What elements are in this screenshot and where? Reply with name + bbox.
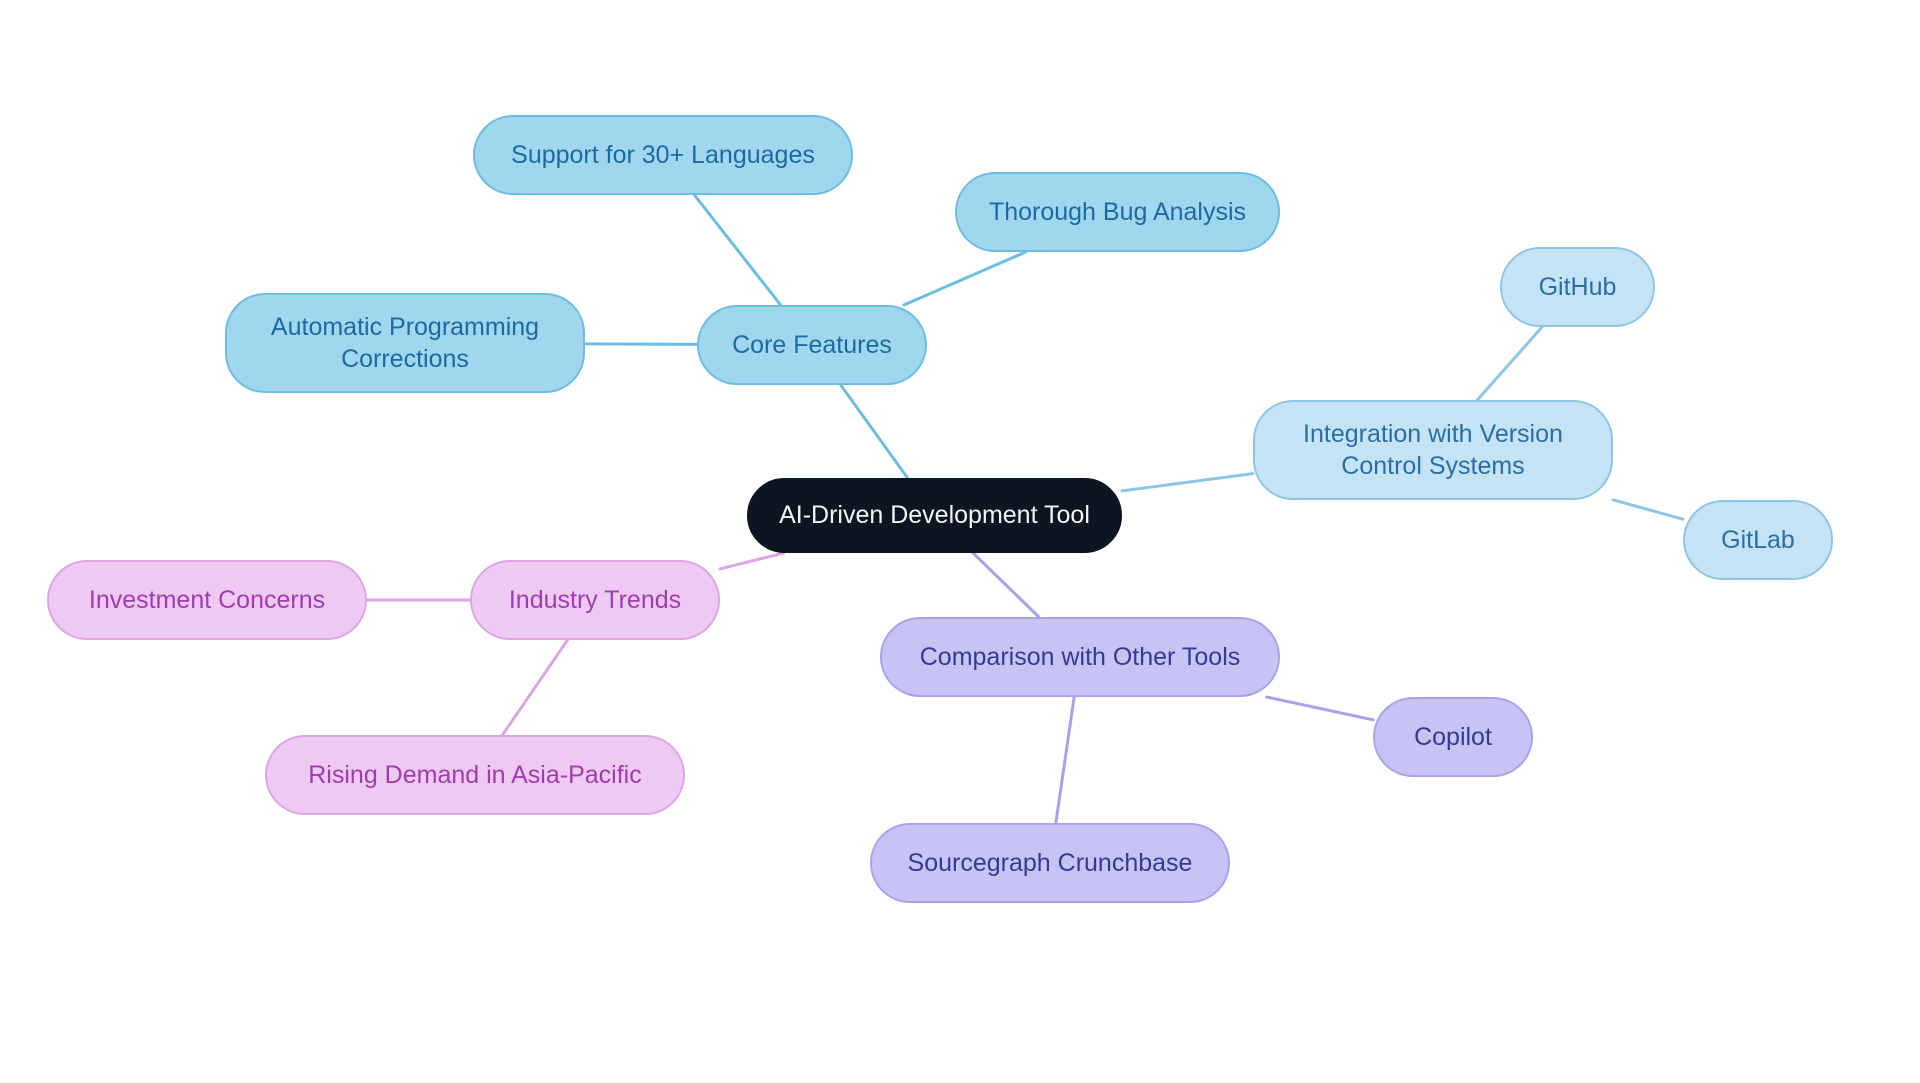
node-label: Support for 30+ Languages: [511, 139, 815, 172]
node-label: Integration with Version Control Systems: [1283, 418, 1583, 483]
node-label: Core Features: [732, 329, 892, 362]
node-trends: Industry Trends: [470, 560, 720, 640]
edge-comparison-copilot: [1267, 697, 1374, 720]
edge-core-bug: [904, 252, 1026, 305]
node-label: Rising Demand in Asia-Pacific: [308, 759, 641, 792]
mindmap-canvas: AI-Driven Development Tool Core Features S…: [0, 0, 1920, 1083]
node-label: Automatic Programming Corrections: [255, 311, 555, 376]
edge-comparison-sourcegraph: [1056, 697, 1074, 823]
node-label: GitHub: [1539, 271, 1617, 304]
edge-root-trends: [720, 553, 784, 569]
node-investment: Investment Concerns: [47, 560, 367, 640]
edge-integration-github: [1477, 327, 1542, 400]
node-label: Copilot: [1414, 721, 1492, 754]
node-sourcegraph: Sourcegraph Crunchbase: [870, 823, 1230, 903]
edge-trends-demand: [502, 640, 567, 735]
node-label: GitLab: [1721, 524, 1795, 557]
node-github: GitHub: [1500, 247, 1655, 327]
edge-root-comparison: [973, 553, 1039, 617]
node-gitlab: GitLab: [1683, 500, 1833, 580]
node-label: Comparison with Other Tools: [920, 641, 1241, 674]
edge-integration-gitlab: [1613, 500, 1683, 519]
node-integration: Integration with Version Control Systems: [1253, 400, 1613, 500]
edge-root-core: [841, 385, 908, 478]
edge-core-corrections: [585, 344, 697, 345]
node-label: Sourcegraph Crunchbase: [908, 847, 1193, 880]
node-label: Industry Trends: [509, 584, 681, 617]
edge-core-langs: [694, 195, 780, 305]
node-langs: Support for 30+ Languages: [473, 115, 853, 195]
node-comparison: Comparison with Other Tools: [880, 617, 1280, 697]
node-bug: Thorough Bug Analysis: [955, 172, 1280, 252]
node-core: Core Features: [697, 305, 927, 385]
node-demand: Rising Demand in Asia-Pacific: [265, 735, 685, 815]
node-label: Thorough Bug Analysis: [989, 196, 1246, 229]
node-corrections: Automatic Programming Corrections: [225, 293, 585, 393]
edge-root-integration: [1122, 474, 1253, 491]
node-label: AI-Driven Development Tool: [779, 499, 1090, 532]
node-root: AI-Driven Development Tool: [747, 478, 1122, 553]
node-label: Investment Concerns: [89, 584, 325, 617]
node-copilot: Copilot: [1373, 697, 1533, 777]
